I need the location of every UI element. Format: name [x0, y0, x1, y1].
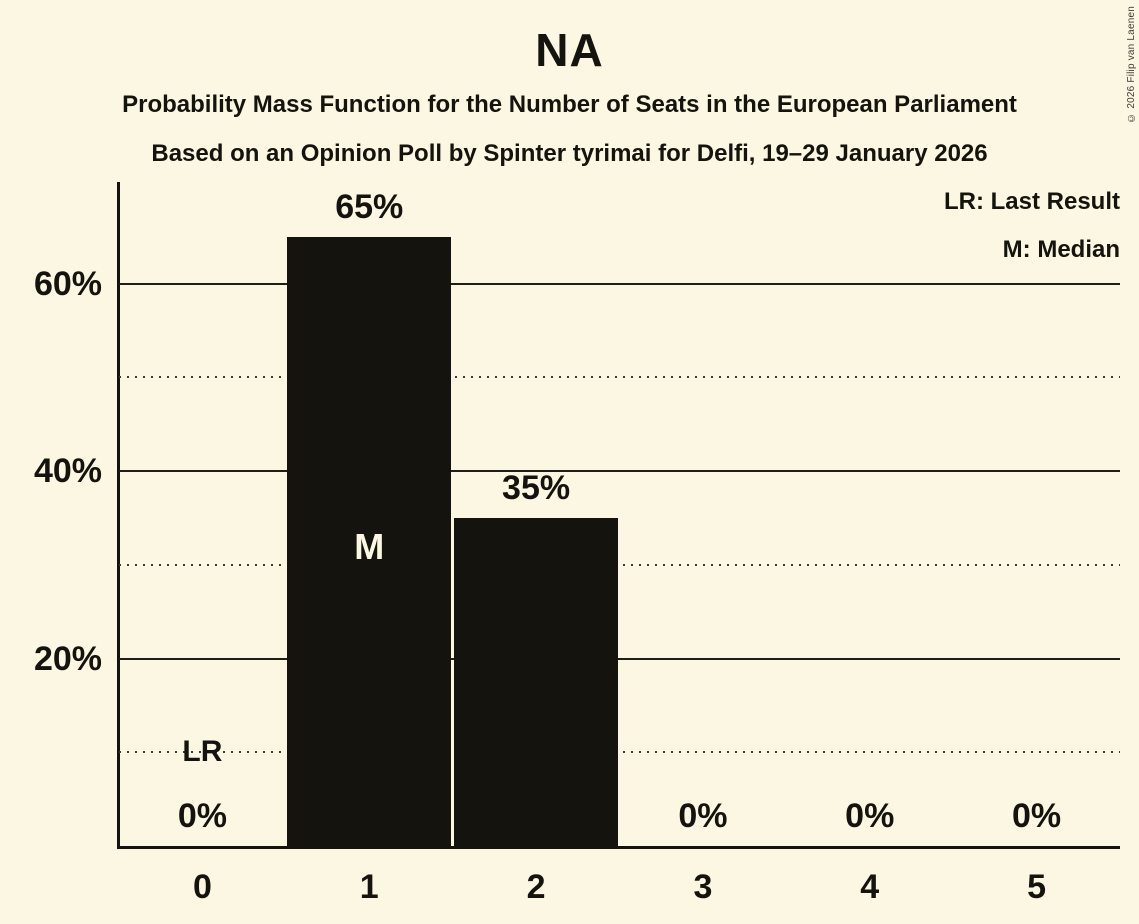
x-axis-tick-label-seats-1: 1 — [359, 868, 379, 906]
bar-seats-2 — [454, 517, 618, 846]
copyright-notice: © 2026 Filip van Laenen — [1126, 6, 1137, 123]
last-result-marker: LR — [182, 735, 223, 769]
gridline-dotted-30pct — [119, 563, 1120, 566]
bar-value-label-seats-0: 0% — [177, 797, 227, 835]
x-axis-tick-label-seats-0: 0 — [192, 868, 212, 906]
y-axis-tick-label: 40% — [33, 452, 102, 490]
bar-value-label-seats-2: 35% — [502, 468, 571, 507]
gridline-solid-60pct — [119, 282, 1120, 285]
legend-last-result: LR: Last Result — [943, 188, 1120, 215]
bar-value-label-seats-3: 0% — [678, 797, 728, 835]
y-axis-tick-label: 60% — [33, 264, 102, 303]
x-axis-tick-label-seats-5: 5 — [1027, 868, 1047, 906]
gridline-dotted-50pct — [119, 376, 1120, 379]
gridline-solid-40pct — [119, 470, 1120, 472]
chart-subtitle-line2: Based on an Opinion Poll by Spinter tyri… — [151, 140, 988, 167]
gridline-solid-20pct — [119, 657, 1120, 660]
bar-value-label-seats-1: 65% — [335, 187, 404, 226]
bar-seats-1 — [287, 236, 452, 846]
y-axis-tick-label: 20% — [33, 639, 102, 678]
bar-value-label-seats-4: 0% — [845, 797, 895, 835]
chart-title: NA — [535, 24, 604, 76]
legend: LR: Last Result M: Median — [944, 178, 1120, 274]
x-axis-tick-label-seats-2: 2 — [526, 868, 546, 906]
chart-subtitle-line1: Probability Mass Function for the Number… — [122, 91, 1017, 118]
bar-value-label-seats-5: 0% — [1012, 797, 1062, 835]
y-axis-line — [117, 182, 120, 849]
x-axis-tick-label-seats-4: 4 — [860, 868, 880, 906]
legend-median: M: Median — [1002, 236, 1120, 263]
median-marker: M — [354, 526, 385, 567]
x-axis-line — [117, 846, 1120, 849]
gridline-dotted-10pct — [119, 751, 1120, 754]
x-axis-tick-label-seats-3: 3 — [693, 868, 713, 906]
